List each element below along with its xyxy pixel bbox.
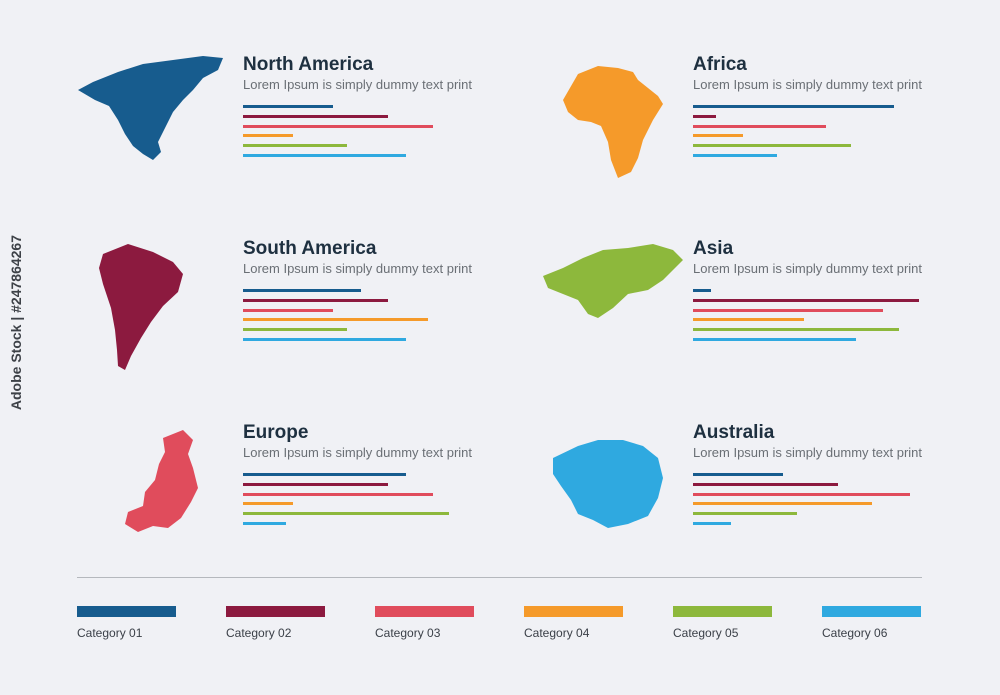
legend-swatch (375, 606, 474, 617)
continent-map-icon (73, 418, 253, 558)
bar-category-05 (693, 328, 899, 332)
legend-item: Category 04 (524, 606, 624, 640)
legend-item: Category 06 (822, 606, 922, 640)
continent-map-icon (523, 50, 703, 190)
legend-label: Category 03 (375, 626, 441, 640)
panel-info: Africa Lorem Ipsum is simply dummy text p… (693, 54, 993, 165)
panel-info: North America Lorem Ipsum is simply dummy… (243, 54, 543, 165)
continent-map-icon (523, 234, 703, 374)
bar-category-02 (693, 114, 716, 118)
panel-info: South America Lorem Ipsum is simply dummy… (243, 238, 543, 349)
legend-label: Category 05 (673, 626, 739, 640)
panel-info: Europe Lorem Ipsum is simply dummy text p… (243, 422, 543, 533)
bar-category-03 (693, 308, 883, 312)
bar-category-03 (243, 124, 433, 128)
bar-category-05 (693, 144, 852, 148)
panel-europe: Europe Lorem Ipsum is simply dummy text p… (73, 418, 553, 588)
panel-africa: Africa Lorem Ipsum is simply dummy text p… (523, 50, 1000, 220)
region-subtitle: Lorem Ipsum is simply dummy text print (243, 261, 473, 276)
bar-category-06 (693, 338, 856, 341)
region-title: Australia (693, 422, 775, 443)
region-subtitle: Lorem Ipsum is simply dummy text print (243, 77, 473, 92)
legend-item: Category 02 (226, 606, 326, 640)
bar-group (693, 105, 993, 165)
bar-category-01 (243, 473, 406, 476)
bar-category-01 (243, 289, 361, 292)
bar-group (243, 289, 543, 349)
region-subtitle: Lorem Ipsum is simply dummy text print (693, 77, 923, 92)
stock-watermark: Adobe Stock | #247864267 (8, 235, 24, 411)
panel-north-america: North America Lorem Ipsum is simply dummy… (73, 50, 553, 220)
bar-category-06 (693, 154, 777, 157)
region-title: Asia (693, 238, 734, 259)
panel-info: Australia Lorem Ipsum is simply dummy tex… (693, 422, 993, 533)
bar-category-06 (243, 154, 406, 157)
bar-category-06 (693, 522, 732, 525)
bar-category-01 (693, 105, 895, 108)
legend-divider (77, 577, 922, 578)
bar-category-03 (243, 308, 334, 312)
region-title: North America (243, 54, 374, 75)
bar-category-03 (693, 492, 910, 496)
bar-category-02 (693, 482, 838, 486)
bar-group (243, 473, 543, 533)
bar-category-02 (243, 298, 388, 302)
panel-south-america: South America Lorem Ipsum is simply dummy… (73, 234, 553, 404)
bar-category-04 (693, 502, 872, 506)
bar-category-04 (243, 134, 293, 138)
legend-label: Category 04 (524, 626, 590, 640)
bar-group (243, 105, 543, 165)
bar-group (693, 289, 993, 349)
legend-item: Category 05 (673, 606, 773, 640)
legend-label: Category 06 (822, 626, 888, 640)
panel-asia: Asia Lorem Ipsum is simply dummy text pri… (523, 234, 1000, 404)
legend-swatch (673, 606, 772, 617)
bar-category-01 (693, 289, 712, 292)
bar-category-06 (243, 522, 286, 525)
bar-category-05 (243, 144, 347, 148)
bar-category-03 (243, 492, 433, 496)
bar-category-03 (693, 124, 827, 128)
bar-category-01 (693, 473, 784, 476)
bar-category-02 (243, 482, 388, 486)
bar-group (693, 473, 993, 533)
bar-category-05 (693, 512, 797, 516)
bar-category-01 (243, 105, 334, 108)
region-subtitle: Lorem Ipsum is simply dummy text print (243, 445, 473, 460)
bar-category-04 (693, 318, 804, 322)
legend-swatch (524, 606, 623, 617)
bar-category-04 (243, 502, 293, 506)
legend-item: Category 03 (375, 606, 475, 640)
legend-label: Category 02 (226, 626, 292, 640)
bar-category-04 (693, 134, 743, 138)
continent-map-icon (523, 418, 703, 558)
bar-category-06 (243, 338, 406, 341)
continent-map-icon (73, 50, 253, 190)
region-title: Europe (243, 422, 309, 443)
legend-item: Category 01 (77, 606, 177, 640)
panel-australia: Australia Lorem Ipsum is simply dummy tex… (523, 418, 1000, 588)
region-title: South America (243, 238, 377, 259)
bar-category-05 (243, 512, 449, 516)
legend-swatch (226, 606, 325, 617)
bar-category-02 (693, 298, 919, 302)
continent-map-icon (73, 234, 253, 374)
region-subtitle: Lorem Ipsum is simply dummy text print (693, 261, 923, 276)
region-title: Africa (693, 54, 747, 75)
bar-category-04 (243, 318, 429, 322)
legend-swatch (822, 606, 921, 617)
bar-category-05 (243, 328, 347, 332)
legend-swatch (77, 606, 176, 617)
bar-category-02 (243, 114, 388, 118)
legend-label: Category 01 (77, 626, 143, 640)
region-subtitle: Lorem Ipsum is simply dummy text print (693, 445, 923, 460)
panel-info: Asia Lorem Ipsum is simply dummy text pri… (693, 238, 993, 349)
